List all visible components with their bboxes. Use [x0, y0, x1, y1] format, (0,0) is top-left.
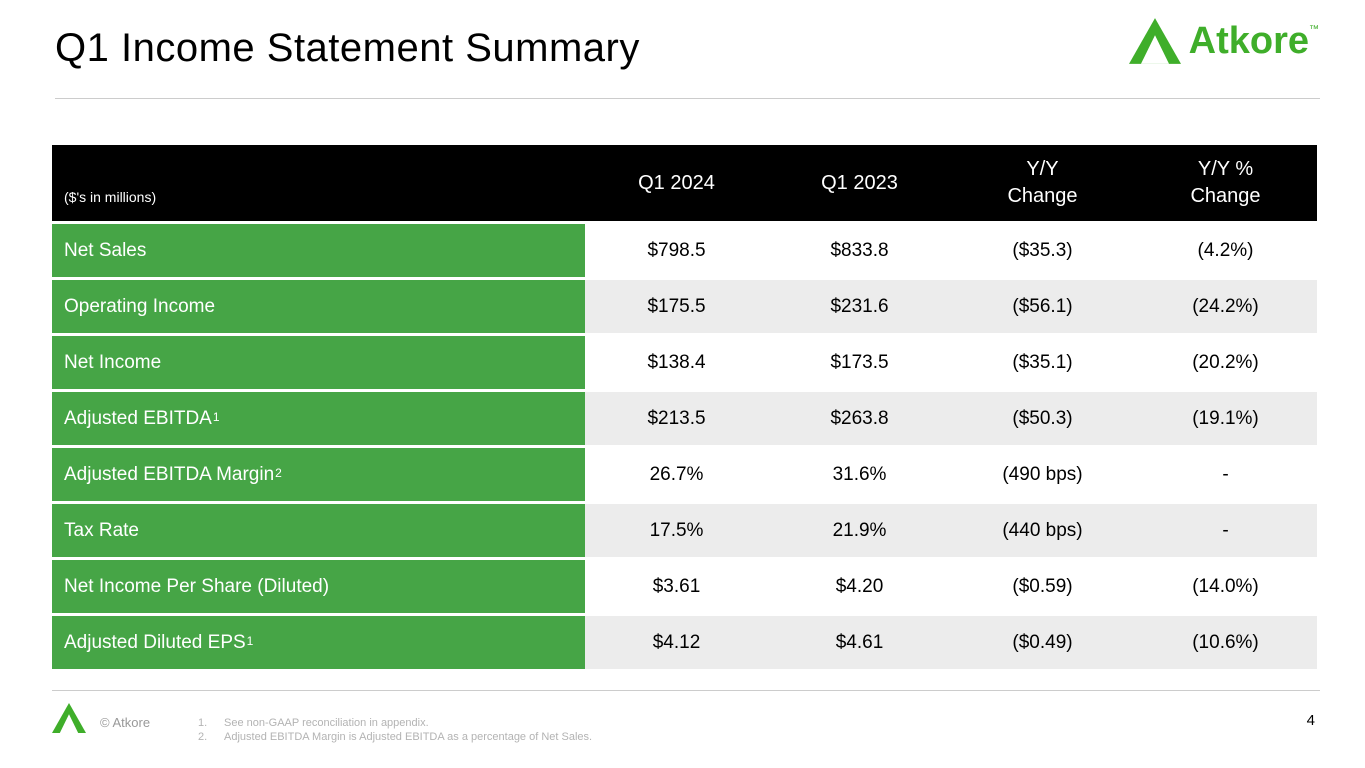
cell-yy-pct-change: (19.1%)	[1134, 392, 1317, 445]
row-label-text: Adjusted EBITDA Margin	[64, 463, 275, 485]
col-header-yy-pct-change: Y/Y % Change	[1190, 158, 1261, 207]
row-label: Operating Income	[52, 280, 585, 333]
cell-yy-pct-change: -	[1134, 448, 1317, 501]
cell-q1-2023: $263.8	[768, 392, 951, 445]
cell-q1-2023: $4.20	[768, 560, 951, 613]
cell-yy-pct-change: (4.2%)	[1134, 224, 1317, 277]
row-label-text: Net Sales	[64, 239, 147, 261]
cell-q1-2024: $213.5	[585, 392, 768, 445]
cell-q1-2024: $138.4	[585, 336, 768, 389]
row-label-text: Net Income	[64, 351, 162, 373]
cell-yy-pct-change: -	[1134, 504, 1317, 557]
page-number: 4	[1306, 712, 1315, 729]
cell-q1-2024: $175.5	[585, 280, 768, 333]
cell-yy-change: ($0.59)	[951, 560, 1134, 613]
cell-q1-2024: $798.5	[585, 224, 768, 277]
footer-divider	[52, 690, 1320, 691]
atkore-footer-triangle-icon	[52, 703, 86, 733]
cell-yy-change: (490 bps)	[951, 448, 1134, 501]
cell-yy-pct-change: (24.2%)	[1134, 280, 1317, 333]
cell-q1-2023: $4.61	[768, 616, 951, 669]
cell-yy-change: (440 bps)	[951, 504, 1134, 557]
table-row-adjusted-ebitda: Adjusted EBITDA 1 $213.5 $263.8 ($50.3) (…	[52, 392, 1317, 445]
table-row-net-income: Net Income $138.4 $173.5 ($35.1) (20.2%)	[52, 336, 1317, 389]
title-divider	[55, 98, 1320, 99]
table-row-adjusted-ebitda-margin: Adjusted EBITDA Margin 2 26.7% 31.6% (490…	[52, 448, 1317, 501]
cell-q1-2023: 31.6%	[768, 448, 951, 501]
unit-label: ($'s in millions)	[64, 189, 157, 205]
footnotes: 1. See non-GAAP reconciliation in append…	[198, 717, 592, 745]
col-header-q1-2024: Q1 2024	[638, 171, 715, 194]
row-label-text: Adjusted Diluted EPS	[64, 631, 246, 653]
cell-yy-change: ($56.1)	[951, 280, 1134, 333]
table-row-net-income-per-share: Net Income Per Share (Diluted) $3.61 $4.…	[52, 560, 1317, 613]
row-label: Adjusted Diluted EPS 1	[52, 616, 585, 669]
row-label-text: Operating Income	[64, 295, 216, 317]
cell-q1-2024: 26.7%	[585, 448, 768, 501]
row-label: Net Income	[52, 336, 585, 389]
cell-q1-2023: $231.6	[768, 280, 951, 333]
page-title: Q1 Income Statement Summary	[55, 26, 640, 70]
cell-yy-pct-change: (14.0%)	[1134, 560, 1317, 613]
footnote-marker: 2	[275, 465, 282, 480]
footnote-2: 2. Adjusted EBITDA Margin is Adjusted EB…	[198, 731, 592, 745]
table-row-tax-rate: Tax Rate 17.5% 21.9% (440 bps) -	[52, 504, 1317, 557]
row-label-text: Tax Rate	[64, 519, 139, 541]
cell-q1-2024: 17.5%	[585, 504, 768, 557]
copyright-text: © Atkore	[100, 715, 151, 730]
brand-logo: Atkore™	[1128, 18, 1319, 64]
row-label: Adjusted EBITDA Margin 2	[52, 448, 585, 501]
col-header-yy-change: Y/Y Change	[1007, 158, 1078, 207]
row-label: Net Sales	[52, 224, 585, 277]
cell-yy-change: ($35.3)	[951, 224, 1134, 277]
row-label: Net Income Per Share (Diluted)	[52, 560, 585, 613]
footnote-1: 1. See non-GAAP reconciliation in append…	[198, 717, 592, 731]
footnote-text: See non-GAAP reconciliation in appendix.	[224, 717, 429, 729]
row-label-text: Adjusted EBITDA	[64, 407, 212, 429]
footnote-text: Adjusted EBITDA Margin is Adjusted EBITD…	[224, 730, 593, 743]
footnote-number: 2.	[198, 730, 208, 743]
cell-yy-change: ($50.3)	[951, 392, 1134, 445]
brand-name: Atkore	[1188, 20, 1309, 62]
table-row-adjusted-diluted-eps: Adjusted Diluted EPS 1 $4.12 $4.61 ($0.49…	[52, 616, 1317, 669]
cell-yy-change: ($0.49)	[951, 616, 1134, 669]
table-row-net-sales: Net Sales $798.5 $833.8 ($35.3) (4.2%)	[52, 224, 1317, 277]
footnote-marker: 1	[246, 633, 254, 648]
cell-q1-2023: 21.9%	[768, 504, 951, 557]
brand-wordmark: Atkore™	[1189, 22, 1319, 60]
row-label-text: Net Income Per Share (Diluted)	[64, 575, 330, 597]
cell-yy-pct-change: (20.2%)	[1134, 336, 1317, 389]
footnote-marker: 1	[212, 409, 220, 424]
col-header-q1-2023: Q1 2023	[821, 171, 898, 194]
table-row-operating-income: Operating Income $175.5 $231.6 ($56.1) (…	[52, 280, 1317, 333]
table-header-row: ($'s in millions) Q1 2024 Q1 2023 Y/Y Ch…	[52, 145, 1317, 221]
atkore-triangle-icon	[1128, 18, 1181, 64]
footnote-number: 1.	[198, 717, 208, 729]
cell-yy-change: ($35.1)	[951, 336, 1134, 389]
cell-q1-2023: $833.8	[768, 224, 951, 277]
income-statement-table: ($'s in millions) Q1 2024 Q1 2023 Y/Y Ch…	[52, 145, 1317, 672]
row-label: Tax Rate	[52, 504, 585, 557]
cell-q1-2023: $173.5	[768, 336, 951, 389]
cell-yy-pct-change: (10.6%)	[1134, 616, 1317, 669]
trademark-symbol: ™	[1309, 24, 1319, 35]
cell-q1-2024: $4.12	[585, 616, 768, 669]
row-label: Adjusted EBITDA 1	[52, 392, 585, 445]
cell-q1-2024: $3.61	[585, 560, 768, 613]
